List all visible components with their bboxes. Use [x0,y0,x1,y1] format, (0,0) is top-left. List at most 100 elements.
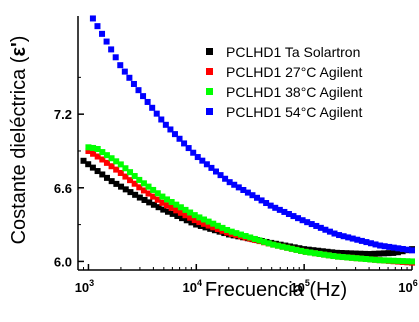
data-point [177,204,184,211]
x-tick-base: 10 [398,280,412,295]
data-point [103,38,110,45]
data-point [117,161,124,168]
data-point [285,211,292,218]
data-point [335,253,342,260]
data-point [182,212,189,219]
data-point [153,110,160,117]
data-point [173,207,180,214]
data-point [362,256,369,263]
data-point [187,209,194,216]
y-tick-label: 6.0 [54,254,72,269]
data-point [144,98,151,105]
data-point [386,243,393,250]
data-point [168,199,175,206]
data-point [185,145,192,152]
legend-label: PCLHD1 38°C Agilent [226,84,362,100]
data-point [135,87,142,94]
data-point [235,184,242,191]
data-point [149,104,156,111]
data-point [150,201,157,208]
data-point [199,157,206,164]
data-point [371,250,378,257]
data-point [210,224,217,231]
data-point [140,93,147,100]
data-point [89,15,96,22]
data-point [381,243,388,250]
data-point [174,213,181,220]
data-point [395,257,402,264]
data-point [228,228,235,235]
data-point [122,173,129,180]
data-point [247,234,254,241]
data-point [409,258,415,265]
data-point [304,219,311,226]
data-point [321,251,328,258]
data-point [201,216,208,223]
data-point [316,250,323,257]
x-tick-label: 104 [183,278,202,295]
legend: PCLHD1 Ta Solartron PCLHD1 27°C Agilent PC… [206,44,362,120]
plot-axes [77,16,412,271]
data-point [293,246,300,253]
data-point [154,190,161,197]
legend-marker [206,108,213,115]
data-point [94,23,101,30]
data-point [89,164,96,171]
data-point [331,230,338,237]
data-point [367,256,374,263]
data-point [357,250,364,257]
data-point [176,135,183,142]
data-point [141,196,148,203]
data-point [404,246,411,253]
data-point [339,254,346,261]
data-point [295,215,302,222]
data-point [308,221,315,228]
data-point [352,250,359,257]
data-point [399,245,406,252]
data-point [244,189,251,196]
data-point [112,54,119,61]
data-point [358,255,365,262]
data-point [121,68,128,75]
data-point [85,147,92,154]
x-tick-exponent: 5 [305,278,310,288]
data-point [251,235,258,242]
data-point [207,225,214,232]
data-point [122,165,129,172]
x-tick-base: 10 [290,280,304,295]
data-point [113,158,120,165]
data-point [299,217,306,224]
data-point [347,250,354,257]
data-point [140,180,147,187]
data-point [94,145,101,152]
data-point [177,209,184,216]
data-point [326,228,333,235]
data-point [164,196,171,203]
data-point [113,180,120,187]
data-point [208,164,215,171]
legend-label: PCLHD1 Ta Solartron [226,44,360,60]
data-point [270,241,277,248]
data-point [132,191,139,198]
data-point [258,197,265,204]
data-point [159,193,166,200]
y-tick-label: 7.2 [54,107,72,122]
data-point [193,221,200,228]
data-point [322,226,329,233]
data-point [279,243,286,250]
data-point [307,249,314,256]
data-point [191,212,198,219]
data-point [399,258,406,265]
data-point [127,189,134,196]
data-point [108,178,115,185]
data-point [272,204,279,211]
data-point [354,236,361,243]
data-point [171,131,178,138]
data-point [103,174,110,181]
data-point [261,238,268,245]
data-point [376,257,383,264]
data-point [150,186,157,193]
data-point [190,149,197,156]
data-point [118,183,125,190]
